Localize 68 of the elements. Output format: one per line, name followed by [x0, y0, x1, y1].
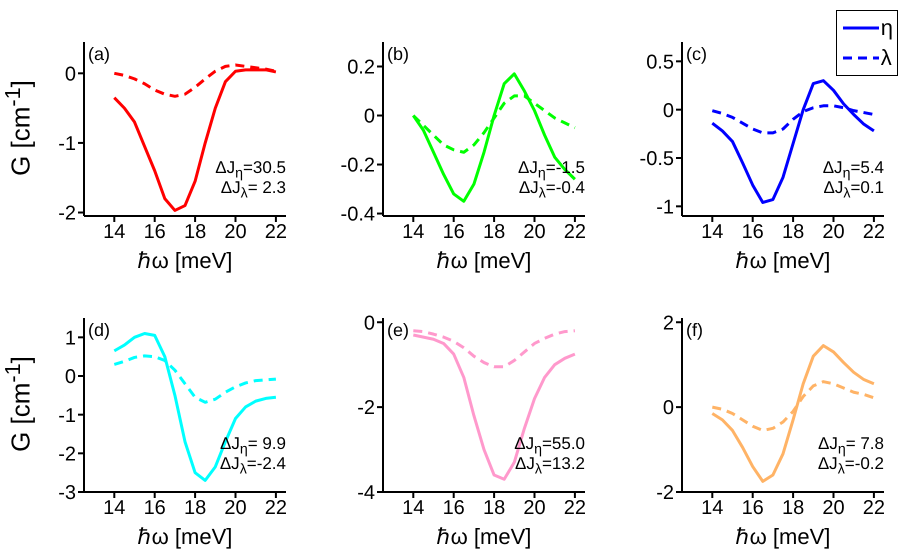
x-tick-label: 16	[144, 497, 166, 520]
y-tick-label: -1	[58, 404, 76, 427]
x-tick-label: 18	[782, 497, 804, 520]
x-tick-label: 18	[482, 497, 506, 520]
y-tick-label: 0.2	[347, 56, 375, 79]
annotation: (c)	[686, 44, 707, 64]
y-tick-label: -1	[656, 196, 674, 218]
y-tick-label: -0.2	[340, 154, 375, 177]
legend-label: λ	[880, 45, 892, 71]
x-tick-label: 16	[442, 497, 465, 520]
y-tick-label: -0.5	[640, 148, 674, 170]
x-tick-label: 14	[103, 221, 126, 244]
y-tick-label: 0	[64, 366, 76, 388]
annotation: (a)	[88, 44, 110, 64]
annotation: (e)	[387, 320, 409, 340]
y-tick-label: 2	[662, 312, 674, 334]
x-tick-label: 16	[742, 221, 764, 244]
x-tick-label: 20	[224, 221, 247, 244]
x-axis-title: ℏω [meV]	[736, 248, 830, 273]
x-axis-title: ℏω [meV]	[138, 248, 232, 273]
x-tick-label: 20	[822, 497, 845, 520]
x-tick-label: 20	[822, 221, 845, 244]
x-tick-label: 14	[402, 221, 424, 244]
y-tick-label: 0	[662, 397, 674, 420]
y-tick-label: 0	[64, 63, 76, 86]
annotation: ΔJ$_{λ}$=-0.4	[518, 178, 585, 202]
annotation: (d)	[88, 320, 110, 340]
x-axis-title: ℏω [meV]	[736, 524, 830, 549]
x-axis-title: ℏω [meV]	[436, 524, 532, 549]
x-tick-label: 22	[862, 497, 886, 520]
x-tick-label: 18	[482, 221, 506, 244]
x-tick-label: 20	[523, 497, 546, 520]
x-tick-label: 16	[144, 221, 166, 244]
x-tick-label: 14	[103, 497, 126, 520]
x-tick-label: 18	[184, 497, 206, 520]
y-tick-label: -0.4	[340, 204, 375, 226]
x-tick-label: 14	[701, 497, 724, 520]
x-tick-label: 14	[701, 221, 724, 244]
y-tick-label: 0	[364, 312, 375, 334]
y-tick-label: -1	[58, 133, 76, 156]
x-axis-title: ℏω [meV]	[436, 248, 532, 273]
x-axis-title: ℏω [meV]	[138, 524, 232, 549]
legend-label: η	[880, 15, 893, 41]
x-tick-label: 22	[564, 497, 586, 520]
x-tick-label: 18	[782, 221, 804, 244]
y-tick-label: 1	[64, 327, 76, 350]
y-tick-label: 0.5	[646, 51, 674, 74]
x-tick-label: 14	[402, 497, 424, 520]
y-tick-label: -4	[357, 482, 375, 504]
x-tick-label: 20	[224, 497, 247, 520]
x-tick-label: 22	[862, 221, 886, 244]
x-tick-label: 22	[564, 221, 586, 244]
y-tick-label: -2	[58, 443, 76, 466]
x-tick-label: 22	[264, 497, 288, 520]
x-tick-label: 18	[184, 221, 206, 244]
y-tick-label: -2	[656, 482, 674, 504]
annotation: (f)	[686, 320, 703, 340]
x-tick-label: 22	[264, 221, 288, 244]
x-tick-label: 20	[523, 221, 546, 244]
y-tick-label: -2	[357, 397, 375, 420]
y-tick-label: 0	[662, 100, 674, 122]
y-tick-label: 0	[364, 106, 375, 128]
annotation: ΔJ$_{λ}$=-2.4	[220, 454, 286, 478]
x-tick-label: 16	[442, 221, 465, 244]
annotation: (b)	[387, 44, 409, 64]
y-tick-label: -3	[58, 482, 76, 504]
y-tick-label: -2	[58, 202, 76, 225]
x-tick-label: 16	[742, 497, 764, 520]
